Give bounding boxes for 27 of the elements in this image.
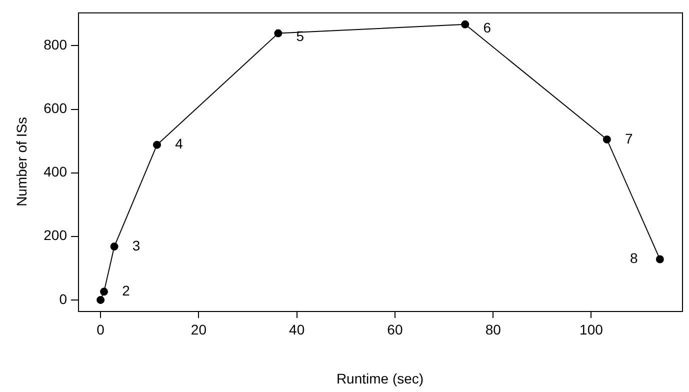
point — [602, 135, 611, 144]
annotation: 8 — [630, 250, 638, 266]
point — [96, 296, 105, 304]
x-tick-label: 80 — [485, 321, 502, 338]
point — [100, 288, 108, 296]
point — [656, 255, 664, 264]
y-tick-label: 600 — [44, 100, 68, 116]
y-tick-label: 400 — [44, 164, 68, 180]
annotation: 2 — [122, 282, 130, 299]
x-tick-label: 100 — [580, 321, 604, 338]
annotation: 7 — [625, 130, 634, 146]
annotation: 4 — [175, 136, 184, 152]
x-tick-label: 20 — [190, 321, 207, 338]
annotation: 6 — [483, 19, 492, 36]
point — [152, 140, 161, 149]
x-tick-label: 40 — [289, 321, 305, 338]
point — [461, 20, 470, 28]
y-tick-label: 0 — [59, 290, 68, 307]
x-tick-label: 0 — [96, 321, 105, 338]
point — [274, 29, 282, 38]
y-axis-title: Number of ISs — [13, 116, 30, 206]
y-tick-label: 200 — [44, 227, 68, 244]
y-tick-label: 800 — [44, 36, 68, 53]
x-tick-label: 60 — [387, 321, 403, 338]
x-axis-title: Runtime (sec) — [336, 370, 424, 386]
point — [110, 242, 118, 251]
annotation: 3 — [132, 237, 140, 254]
